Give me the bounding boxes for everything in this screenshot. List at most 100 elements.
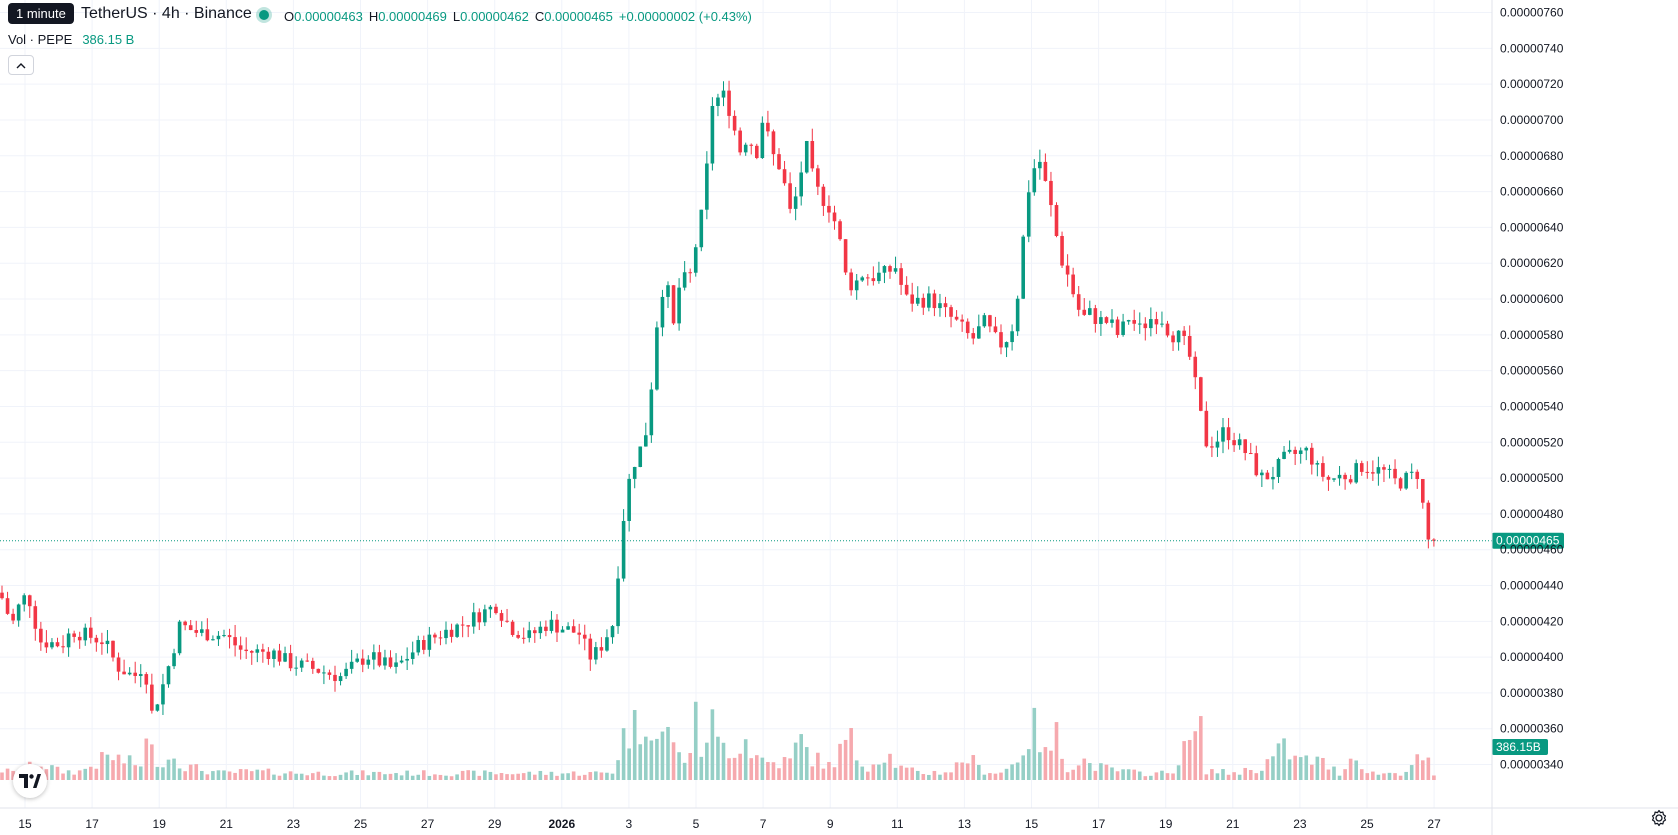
candle-body [183, 621, 187, 626]
x-tick-label: 13 [958, 817, 972, 831]
candle-body [1354, 463, 1358, 483]
candle-body [932, 293, 937, 309]
y-tick-label: 0.00000380 [1500, 686, 1564, 700]
volume-bar [1287, 759, 1292, 780]
volume-bar [1232, 772, 1236, 780]
volume-bar [1365, 773, 1370, 780]
candle-body [766, 122, 770, 132]
volume-bar [838, 743, 842, 780]
candle-body [638, 446, 643, 467]
candle-body [322, 672, 326, 674]
volume-bar [682, 762, 687, 780]
candle-body [860, 277, 865, 281]
volume-bar [188, 764, 193, 780]
volume-bar [338, 774, 343, 780]
volume-bar [1304, 755, 1309, 780]
volume-bar [1404, 771, 1408, 780]
volume-bar [1387, 772, 1392, 780]
candle-body [116, 657, 121, 672]
volume-bar [1260, 770, 1264, 780]
volume-bar [311, 773, 315, 780]
candle-body [1065, 265, 1070, 275]
market-status-icon[interactable] [259, 10, 269, 20]
candle-body [138, 674, 143, 676]
candle-body [516, 634, 520, 638]
volume-bar [1154, 772, 1159, 780]
collapse-legend-button[interactable] [8, 55, 34, 75]
y-tick-label: 0.00000440 [1500, 579, 1564, 593]
candle-body [266, 651, 271, 659]
volume-bar [549, 771, 554, 780]
candle-body [544, 626, 548, 631]
volume-bar [832, 767, 837, 780]
candle-body [1154, 319, 1159, 325]
price-axis[interactable]: 0.00000760 0.00000740 0.00000720 0.00000700… [1491, 0, 1564, 835]
volume-bar [1104, 764, 1109, 780]
volume-bar [1282, 738, 1286, 780]
candle-body [344, 668, 348, 677]
volume-bar [383, 774, 387, 780]
candle-body [866, 277, 870, 279]
candle-body [1337, 474, 1342, 479]
volume-bar [632, 710, 637, 780]
candle-body [1082, 309, 1087, 315]
open-label: O [284, 9, 295, 24]
settings-gear-icon[interactable] [1650, 809, 1668, 827]
volume-bar [1115, 771, 1120, 780]
volume-bar [999, 772, 1003, 780]
candle-body [1121, 321, 1125, 335]
tradingview-logo-icon[interactable] [13, 764, 47, 798]
y-tick-label: 0.00000580 [1500, 328, 1564, 342]
candle-body [477, 612, 482, 623]
volume-bar [1204, 774, 1209, 780]
volume-bar [150, 744, 154, 780]
y-tick-label: 0.00000660 [1500, 185, 1564, 199]
candle-body [1348, 479, 1353, 483]
volume-bar [172, 758, 176, 780]
volume-bar [1432, 775, 1436, 780]
candle-body [1060, 236, 1064, 266]
volume-bar [1121, 769, 1125, 780]
candle-body [1110, 319, 1114, 323]
volume-bar [394, 773, 398, 780]
volume-bar [1015, 762, 1020, 780]
candle-body [100, 642, 104, 645]
x-tick-label: 19 [1159, 817, 1173, 831]
volume-bar [205, 774, 210, 780]
candle-body [533, 630, 537, 634]
candle-body [1332, 478, 1336, 480]
volume-bar [899, 765, 903, 780]
candle-body [249, 651, 254, 653]
symbol-title[interactable]: TetherUS · 4h · Binance [81, 5, 252, 22]
volume-bar [299, 773, 304, 780]
y-tick-label: 0.00000520 [1500, 435, 1564, 449]
candle-body [94, 637, 99, 643]
volume-bar [377, 771, 382, 780]
candle-body [682, 272, 687, 288]
volume-bar [1315, 756, 1320, 780]
candle-body [943, 303, 948, 308]
volume-bar [133, 765, 137, 780]
time-axis[interactable]: 15 17 19 21 23 25 27 29 2026 3 5 7 9 11 13 15 17 19 21 23 25… [0, 807, 1678, 831]
candle-body [466, 625, 470, 627]
candle-body [521, 637, 526, 639]
candle-body [588, 638, 593, 660]
candle-body [177, 621, 182, 654]
close-label: C [534, 9, 545, 24]
candle-body [1026, 192, 1031, 237]
candle-body [294, 667, 298, 669]
candle-body [732, 115, 737, 131]
volume-bar [1010, 764, 1014, 780]
volume-bar [882, 762, 887, 780]
x-tick-label: 7 [760, 817, 767, 831]
candle-body [333, 674, 337, 682]
candle-body [877, 272, 881, 282]
candle-body [1359, 463, 1364, 472]
candle-body [921, 297, 926, 308]
candle-body [372, 652, 376, 660]
candle-body [349, 661, 354, 669]
volume-bar [471, 770, 476, 780]
volume-legend: Vol · PEPE 386.15 B [8, 32, 134, 47]
volume-bar [982, 774, 987, 780]
